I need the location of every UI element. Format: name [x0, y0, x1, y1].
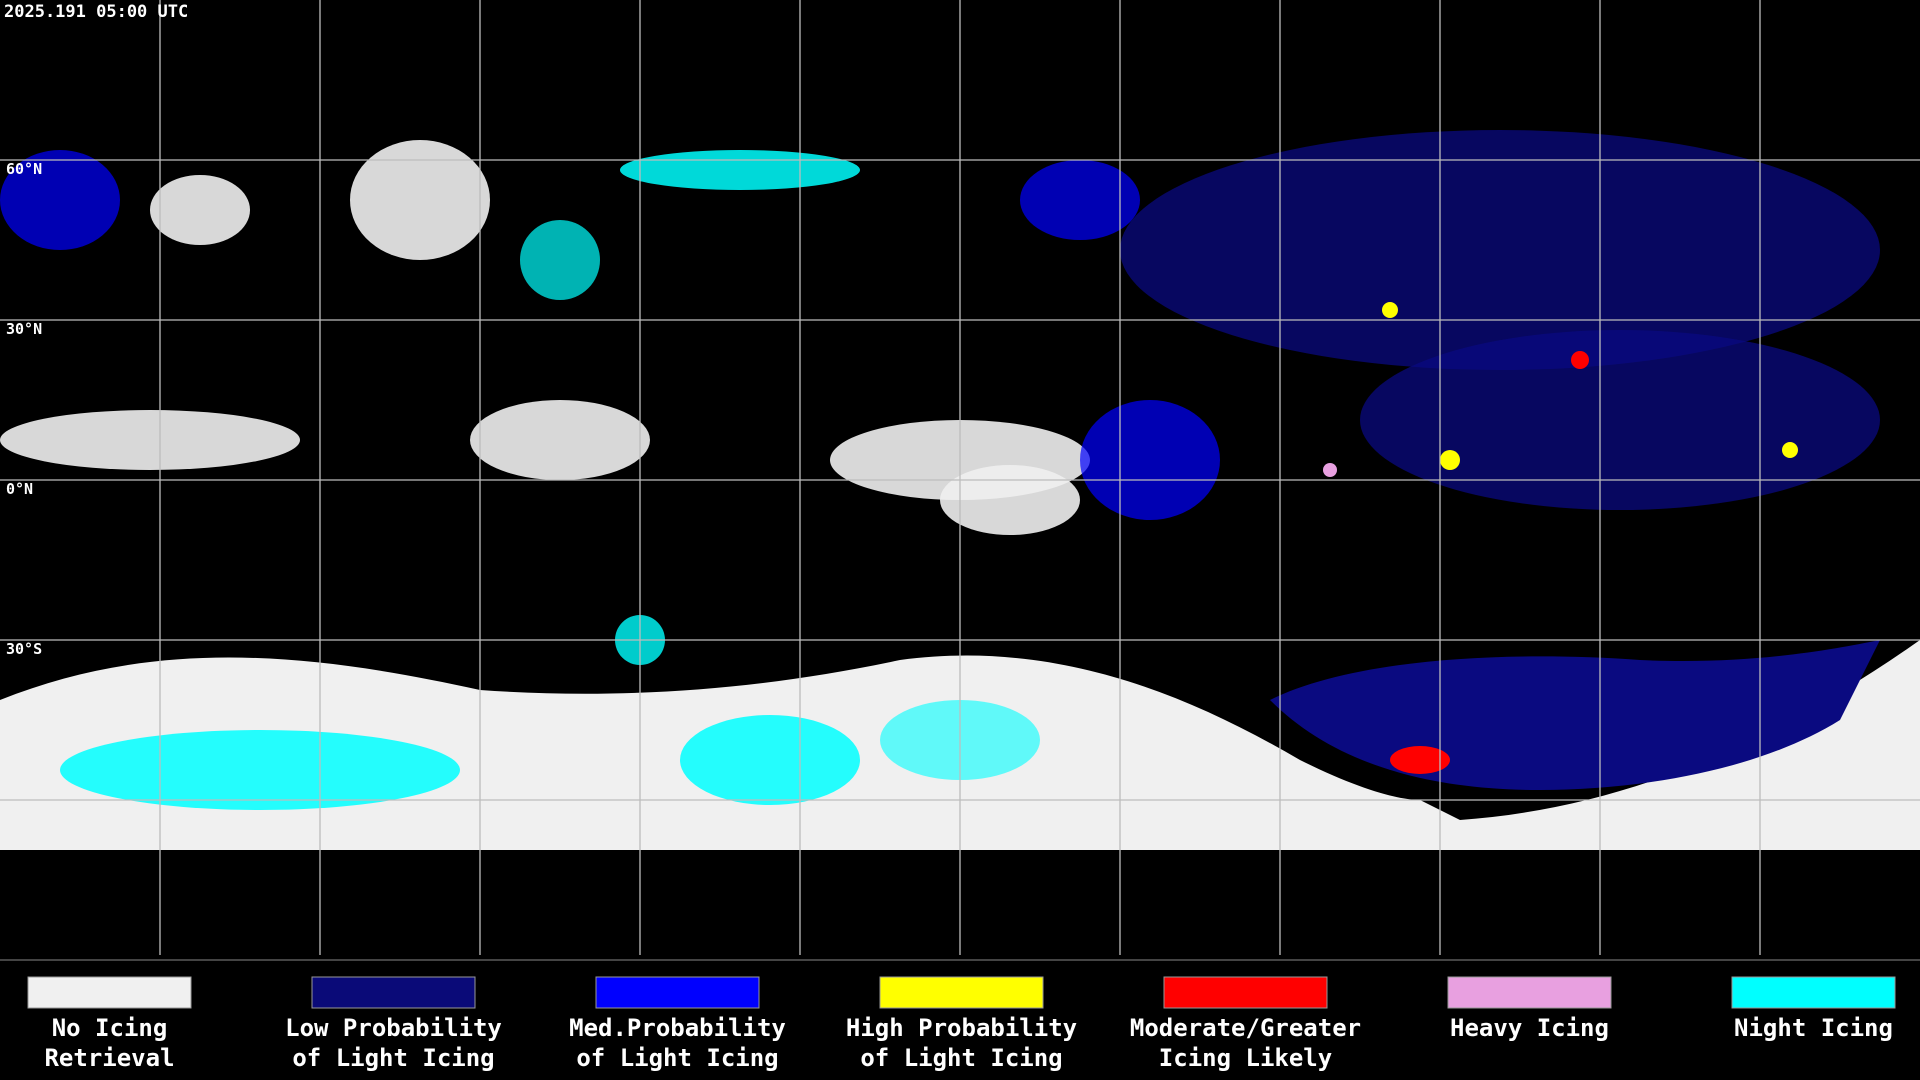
- legend-label: Retrieval: [44, 1044, 174, 1072]
- high-probability-region: [1440, 450, 1460, 470]
- legend-label: of Light Icing: [292, 1044, 494, 1072]
- timestamp: 2025.191 05:00 UTC: [4, 2, 188, 22]
- latitude-label: 60°N: [6, 160, 42, 178]
- night-icing-region: [680, 715, 860, 805]
- legend-label: High Probability: [846, 1014, 1077, 1042]
- legend-label: Night Icing: [1734, 1014, 1893, 1042]
- moderate-icing-region: [1390, 746, 1450, 774]
- legend-label: Heavy Icing: [1450, 1014, 1609, 1042]
- med-probability-region: [0, 150, 120, 250]
- legend-label: Icing Likely: [1159, 1044, 1332, 1072]
- night-icing-region: [620, 150, 860, 190]
- legend-swatch: [1731, 976, 1896, 1009]
- low-probability-region: [1120, 130, 1880, 370]
- legend-label: Med.Probability: [569, 1014, 786, 1042]
- no-icing-region: [350, 140, 490, 260]
- heavy-icing-region: [1323, 463, 1337, 477]
- legend-label: of Light Icing: [576, 1044, 778, 1072]
- no-icing-region: [0, 410, 300, 470]
- high-probability-region: [1382, 302, 1398, 318]
- latitude-label: 30°S: [6, 640, 42, 658]
- legend-label: Low Probability: [285, 1014, 502, 1042]
- high-probability-region: [1782, 442, 1798, 458]
- no-icing-region: [150, 175, 250, 245]
- latitude-label: 30°N: [6, 320, 42, 338]
- med-probability-region: [1080, 400, 1220, 520]
- legend-swatch: [879, 976, 1044, 1009]
- night-icing-region: [520, 220, 600, 300]
- legend-swatch: [1447, 976, 1612, 1009]
- latitude-label: 0°N: [6, 480, 33, 498]
- legend-label: No Icing: [52, 1014, 168, 1042]
- low-probability-region: [1360, 330, 1880, 510]
- legend-label: of Light Icing: [860, 1044, 1062, 1072]
- legend-swatch: [1163, 976, 1328, 1009]
- graticule: [0, 0, 1920, 961]
- legend-swatch: [595, 976, 760, 1009]
- legend-swatch: [27, 976, 192, 1009]
- night-icing-region: [60, 730, 460, 810]
- legend-label: Moderate/Greater: [1130, 1014, 1361, 1042]
- med-probability-region: [1020, 160, 1140, 240]
- no-icing-region: [940, 465, 1080, 535]
- latitude-labels: 60°N 30°N 0°N 30°S: [6, 160, 42, 658]
- moderate-icing-region: [1571, 351, 1589, 369]
- no-icing-region: [470, 400, 650, 480]
- legend-swatch: [311, 976, 476, 1009]
